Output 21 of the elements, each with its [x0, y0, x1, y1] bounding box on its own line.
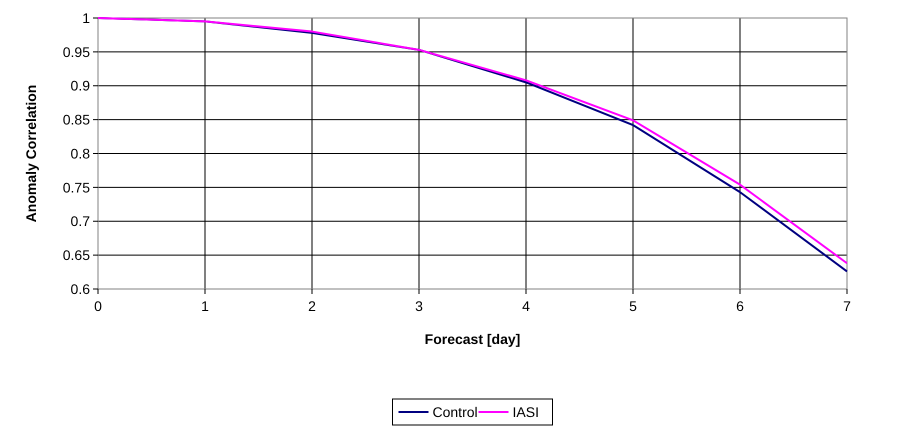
y-tick-label: 0.95 [62, 44, 90, 60]
y-tick-label: 0.6 [70, 280, 90, 297]
y-tick-label: 0.7 [70, 213, 90, 230]
x-tick-label: 2 [308, 298, 316, 314]
y-tick-label: 0.85 [62, 112, 90, 128]
x-tick-label: 1 [201, 298, 210, 314]
y-tick-label: 0.8 [70, 145, 90, 162]
x-tick-label: 7 [843, 298, 852, 314]
legend-label: IASI [512, 404, 539, 420]
x-tick-label: 4 [522, 298, 530, 314]
y-tick-label: 0.75 [62, 179, 90, 196]
y-tick-label: 0.9 [70, 78, 90, 94]
y-tick-label: 0.65 [62, 247, 90, 264]
x-tick-label: 3 [415, 298, 424, 314]
x-tick-label: 6 [736, 298, 744, 314]
y-axis-title: Anomaly Correlation [23, 84, 39, 222]
x-tick-label: 0 [94, 298, 102, 314]
x-axis-title: Forecast [day] [424, 331, 520, 347]
y-tick-label: 1 [82, 10, 90, 26]
legend-label: Control [432, 404, 478, 420]
x-tick-label: 5 [629, 298, 638, 314]
